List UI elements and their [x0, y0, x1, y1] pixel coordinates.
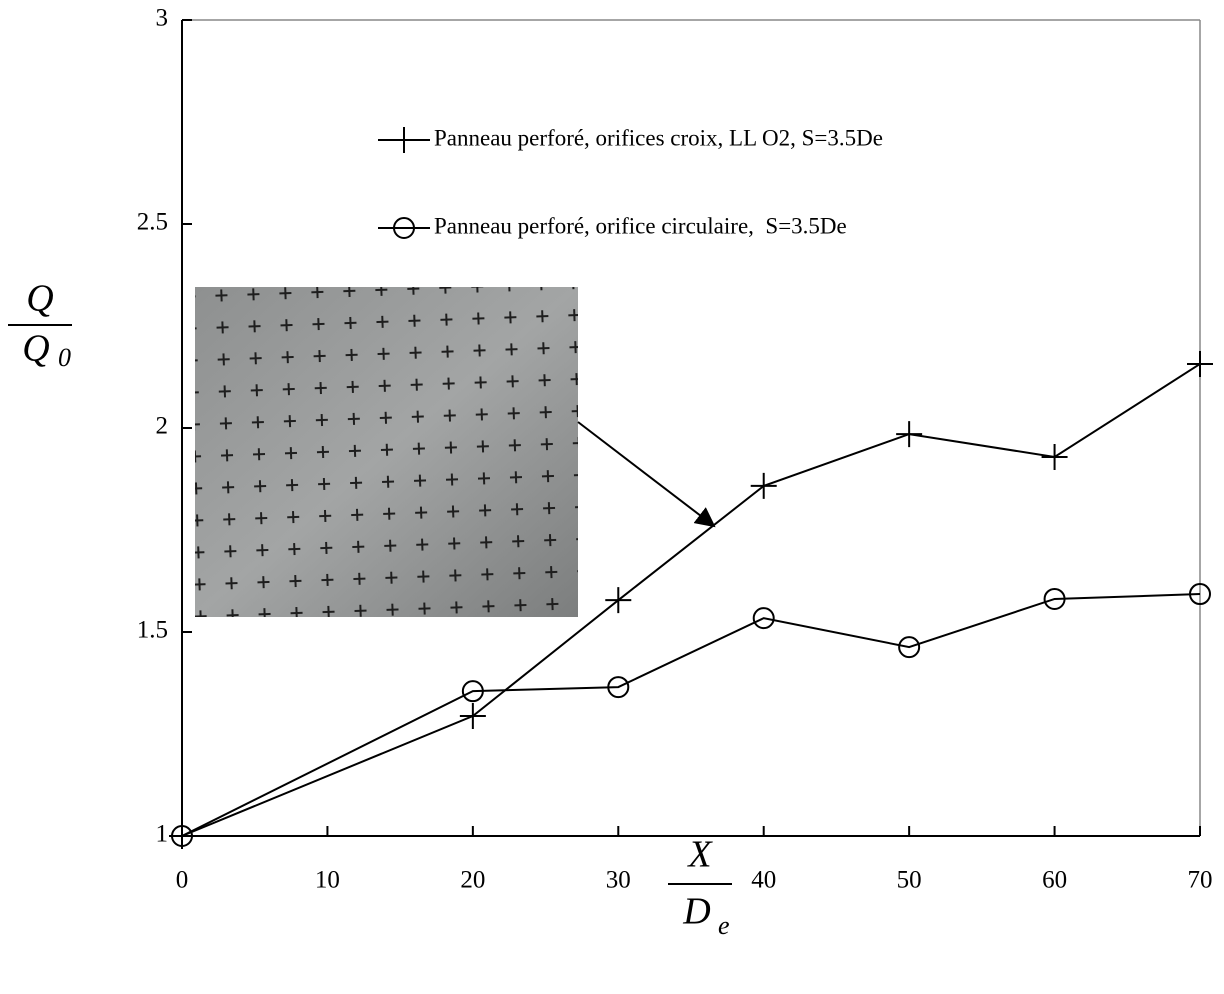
- marker: [752, 607, 775, 630]
- legend-marker: [391, 127, 417, 153]
- series-line: [181, 593, 1201, 837]
- y-label-numerator: Q: [26, 278, 53, 320]
- legend-label: Panneau perforé, orifice circulaire, S=3…: [434, 213, 847, 238]
- legend-label: Panneau perforé, orifices croix, LL O2, …: [434, 125, 883, 150]
- y-tick-label: 3: [156, 5, 169, 32]
- marker: [461, 680, 484, 703]
- x-tick-label: 10: [315, 867, 340, 894]
- x-tick-label: 50: [897, 867, 922, 894]
- marker: [1041, 443, 1068, 470]
- marker: [607, 676, 630, 699]
- y-label-subscript: 0: [58, 343, 71, 372]
- x-tick-label: 70: [1188, 867, 1213, 894]
- inset-photo: [195, 287, 578, 617]
- x-label-numerator: X: [686, 834, 713, 876]
- x-label-denominator: D: [682, 891, 710, 933]
- y-label-denominator: Q: [22, 328, 49, 370]
- y-tick-label: 1: [156, 821, 169, 848]
- x-tick-label: 40: [751, 867, 776, 894]
- inset-arrow: [577, 421, 716, 528]
- x-tick-label: 20: [460, 867, 485, 894]
- y-axis-label: Q Q 0: [8, 278, 72, 372]
- marker: [1189, 583, 1211, 606]
- marker: [459, 703, 486, 730]
- x-tick-label: 30: [606, 867, 631, 894]
- x-tick-label: 0: [176, 867, 189, 894]
- marker: [898, 636, 921, 659]
- x-tick-label: 60: [1042, 867, 1067, 894]
- marker: [896, 421, 923, 448]
- legend-marker: [393, 217, 415, 239]
- marker: [171, 825, 193, 847]
- y-tick-label: 2: [156, 413, 169, 440]
- marker: [750, 472, 777, 499]
- marker: [605, 587, 632, 614]
- x-axis-label: X D e: [668, 834, 732, 940]
- marker: [1043, 587, 1066, 610]
- x-label-subscript: e: [718, 911, 730, 940]
- y-tick-label: 1.5: [137, 617, 168, 644]
- marker: [1187, 350, 1213, 377]
- y-tick-label: 2.5: [137, 209, 168, 236]
